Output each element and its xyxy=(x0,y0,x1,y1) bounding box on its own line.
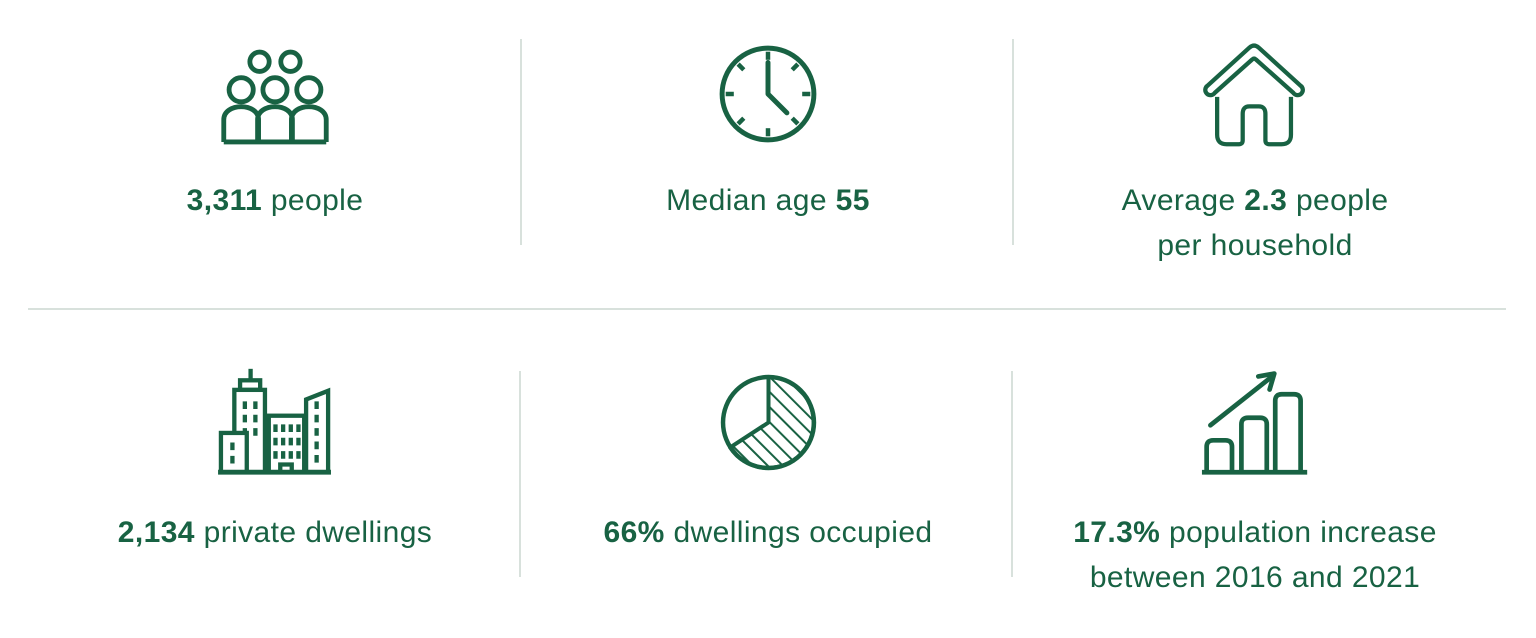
stat-text-line: between 2016 and 2021 xyxy=(1073,555,1437,600)
stat-value: 66% xyxy=(603,516,665,549)
stat-text-line: Average 2.3 people xyxy=(1122,178,1389,223)
divider xyxy=(1012,39,1014,245)
stat-label-text: people xyxy=(262,184,364,217)
stat-tile-household-size: Average 2.3 people per household xyxy=(1015,36,1495,268)
house-icon xyxy=(1198,36,1312,148)
stat-label-text: population increase xyxy=(1160,516,1437,549)
divider xyxy=(520,39,522,245)
stat-text-line: per household xyxy=(1122,223,1389,268)
stat-label: 3,311 people xyxy=(187,178,364,223)
buildings-icon xyxy=(215,364,335,476)
people-icon xyxy=(217,36,333,148)
stat-text-line: 66% dwellings occupied xyxy=(603,510,932,555)
stat-value: 17.3% xyxy=(1073,516,1161,549)
stat-text-line: Median age 55 xyxy=(666,178,870,223)
stat-label-text: per household xyxy=(1157,229,1353,262)
stat-text-line: 17.3% population increase xyxy=(1073,510,1437,555)
bar-chart-icon xyxy=(1199,364,1312,476)
stat-value: 3,311 xyxy=(186,184,263,217)
stat-tile-median-age: Median age 55 xyxy=(528,36,1008,223)
stat-tile-private-dwellings: 2,134 private dwellings xyxy=(35,364,515,555)
stat-text-line: 2,134 private dwellings xyxy=(118,510,432,555)
stat-tile-population-increase: 17.3% population increase between 2016 a… xyxy=(1015,364,1495,600)
stat-label-text: Average xyxy=(1121,184,1245,217)
stat-tile-dwellings-occupied: 66% dwellings occupied xyxy=(528,364,1008,555)
divider xyxy=(519,371,521,577)
divider xyxy=(1011,371,1013,577)
stat-label: 66% dwellings occupied xyxy=(603,510,932,555)
stat-text-line: 3,311 people xyxy=(187,178,364,223)
stat-value: 2,134 xyxy=(117,516,195,549)
stat-label-text: Median age xyxy=(666,184,836,217)
stat-value: 55 xyxy=(835,184,870,217)
stat-label-text: people xyxy=(1287,184,1389,217)
stat-label: Average 2.3 people per household xyxy=(1122,178,1389,268)
stat-label: 17.3% population increase between 2016 a… xyxy=(1073,510,1437,600)
pie-chart-icon xyxy=(715,364,822,476)
clock-icon xyxy=(714,36,822,148)
stat-tile-population: 3,311 people xyxy=(35,36,515,223)
divider xyxy=(28,308,1506,310)
stat-label-text: private dwellings xyxy=(194,516,433,549)
stat-label-text: dwellings occupied xyxy=(664,516,933,549)
stat-label-text: between 2016 and 2021 xyxy=(1089,561,1421,594)
stat-value: 2.3 xyxy=(1244,184,1288,217)
stat-label: Median age 55 xyxy=(666,178,870,223)
stat-label: 2,134 private dwellings xyxy=(118,510,432,555)
